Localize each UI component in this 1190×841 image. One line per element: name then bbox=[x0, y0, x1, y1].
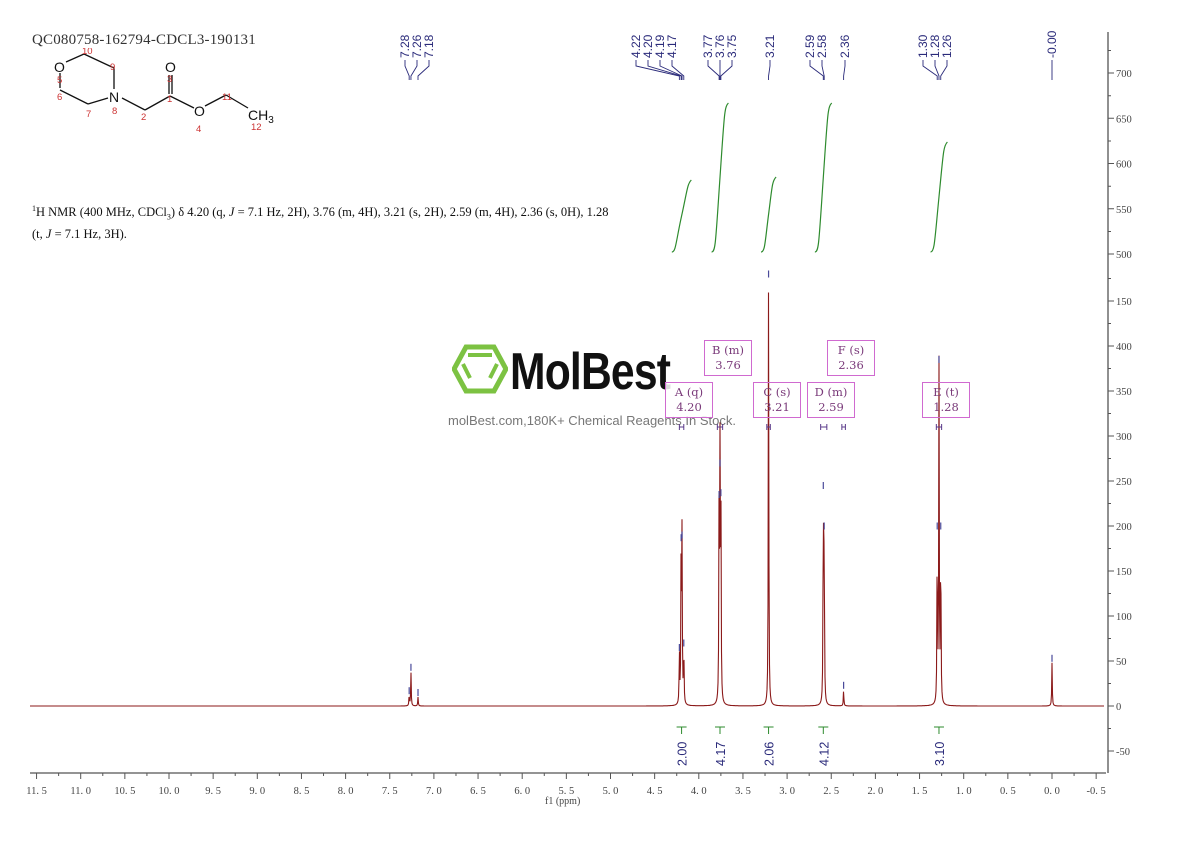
svg-text:10: 10 bbox=[82, 48, 93, 57]
svg-text:11. 0: 11. 0 bbox=[70, 786, 91, 797]
svg-text:1.28: 1.28 bbox=[928, 34, 942, 58]
multiplet-box-b: B (m) 3.76 bbox=[704, 340, 752, 376]
svg-text:4.19: 4.19 bbox=[653, 34, 667, 58]
svg-text:300: 300 bbox=[1116, 432, 1132, 443]
svg-text:4.12: 4.12 bbox=[817, 742, 831, 766]
atom-o5: O bbox=[54, 59, 65, 75]
svg-text:4.17: 4.17 bbox=[665, 34, 679, 58]
svg-text:3.21: 3.21 bbox=[763, 34, 777, 58]
svg-text:4.22: 4.22 bbox=[629, 34, 643, 58]
svg-text:7. 5: 7. 5 bbox=[382, 786, 398, 797]
svg-text:1. 0: 1. 0 bbox=[956, 786, 972, 797]
svg-text:2. 0: 2. 0 bbox=[868, 786, 884, 797]
multiplet-box-d: D (m) 2.59 bbox=[807, 382, 855, 418]
svg-text:2.36: 2.36 bbox=[838, 34, 852, 58]
multiplet-box-a: A (q) 4.20 bbox=[665, 382, 713, 418]
svg-text:6: 6 bbox=[57, 92, 62, 103]
molbest-logo-icon bbox=[452, 344, 508, 394]
svg-text:7.18: 7.18 bbox=[422, 34, 436, 58]
svg-text:-0. 5: -0. 5 bbox=[1087, 786, 1106, 797]
chemical-structure: O N O O CH3 10 9 5 6 7 8 2 3 1 4 11 12 bbox=[54, 48, 274, 135]
multiplet-box-c: C (s) 3.21 bbox=[753, 382, 801, 418]
svg-text:1: 1 bbox=[167, 94, 172, 105]
svg-text:650: 650 bbox=[1116, 114, 1132, 125]
svg-text:50: 50 bbox=[1116, 657, 1127, 668]
multiplet-box-e: E (t) 1.28 bbox=[922, 382, 970, 418]
svg-text:400: 400 bbox=[1116, 342, 1132, 353]
svg-text:5: 5 bbox=[57, 75, 62, 86]
svg-text:1.30: 1.30 bbox=[916, 34, 930, 58]
watermark-brand: MolBest bbox=[510, 343, 671, 401]
svg-text:3. 5: 3. 5 bbox=[735, 786, 751, 797]
svg-text:9. 0: 9. 0 bbox=[249, 786, 265, 797]
svg-text:7: 7 bbox=[86, 109, 91, 120]
svg-text:200: 200 bbox=[1116, 522, 1132, 533]
svg-text:9. 5: 9. 5 bbox=[205, 786, 221, 797]
svg-text:2.00: 2.00 bbox=[676, 742, 690, 766]
svg-text:0. 5: 0. 5 bbox=[1000, 786, 1016, 797]
svg-text:7. 0: 7. 0 bbox=[426, 786, 442, 797]
svg-text:250: 250 bbox=[1116, 477, 1132, 488]
multiplet-box-f: F (s) 2.36 bbox=[827, 340, 875, 376]
svg-text:1.26: 1.26 bbox=[940, 34, 954, 58]
svg-text:1. 5: 1. 5 bbox=[912, 786, 928, 797]
spectrum-trace bbox=[30, 292, 1104, 707]
svg-text:4. 0: 4. 0 bbox=[691, 786, 707, 797]
atom-ch3: CH3 bbox=[248, 107, 274, 126]
svg-text:4.20: 4.20 bbox=[641, 34, 655, 58]
svg-text:2. 5: 2. 5 bbox=[823, 786, 839, 797]
svg-text:5. 0: 5. 0 bbox=[603, 786, 619, 797]
sample-id-title: QC080758-162794-CDCL3-190131 bbox=[32, 32, 256, 48]
svg-text:11. 5: 11. 5 bbox=[26, 786, 47, 797]
svg-text:-50: -50 bbox=[1116, 747, 1130, 758]
svg-text:7.26: 7.26 bbox=[410, 34, 424, 58]
svg-text:100: 100 bbox=[1116, 612, 1132, 623]
svg-text:12: 12 bbox=[251, 122, 262, 133]
svg-text:3: 3 bbox=[167, 74, 172, 85]
atom-n8: N bbox=[109, 89, 119, 105]
svg-text:10. 0: 10. 0 bbox=[159, 786, 180, 797]
svg-text:150: 150 bbox=[1116, 297, 1132, 308]
svg-text:5. 5: 5. 5 bbox=[558, 786, 574, 797]
svg-text:6. 5: 6. 5 bbox=[470, 786, 486, 797]
svg-text:-0.00: -0.00 bbox=[1045, 30, 1059, 58]
nmr-description: 1H NMR (400 MHz, CDCl3) δ 4.20 (q, J = 7… bbox=[32, 204, 609, 241]
svg-text:2.06: 2.06 bbox=[763, 742, 777, 766]
svg-text:0: 0 bbox=[1116, 702, 1121, 713]
atom-o4: O bbox=[194, 103, 205, 119]
svg-text:10. 5: 10. 5 bbox=[114, 786, 135, 797]
svg-text:350: 350 bbox=[1116, 387, 1132, 398]
svg-text:500: 500 bbox=[1116, 250, 1132, 261]
svg-text:3.77: 3.77 bbox=[701, 34, 715, 58]
watermark-url: molBest.com,180K+ Chemical Reagents In S… bbox=[448, 413, 736, 428]
atom-o3: O bbox=[165, 59, 176, 75]
svg-text:3. 0: 3. 0 bbox=[779, 786, 795, 797]
svg-text:150: 150 bbox=[1116, 567, 1132, 578]
svg-text:4. 5: 4. 5 bbox=[647, 786, 663, 797]
svg-text:8. 5: 8. 5 bbox=[294, 786, 310, 797]
svg-text:2.58: 2.58 bbox=[815, 34, 829, 58]
svg-text:3.75: 3.75 bbox=[725, 34, 739, 58]
svg-text:7.28: 7.28 bbox=[398, 34, 412, 58]
svg-text:8. 0: 8. 0 bbox=[338, 786, 354, 797]
svg-text:4.17: 4.17 bbox=[714, 742, 728, 766]
svg-text:700: 700 bbox=[1116, 69, 1132, 80]
svg-text:3.76: 3.76 bbox=[713, 34, 727, 58]
svg-text:2.59: 2.59 bbox=[803, 34, 817, 58]
svg-text:550: 550 bbox=[1116, 205, 1132, 216]
svg-text:6. 0: 6. 0 bbox=[514, 786, 530, 797]
svg-text:9: 9 bbox=[110, 62, 115, 73]
x-axis-title: f1 (ppm) bbox=[545, 796, 581, 807]
svg-text:2: 2 bbox=[141, 112, 146, 123]
svg-text:3.10: 3.10 bbox=[933, 742, 947, 766]
svg-text:11: 11 bbox=[222, 92, 232, 103]
svg-text:600: 600 bbox=[1116, 160, 1132, 171]
svg-text:4: 4 bbox=[196, 124, 201, 135]
svg-text:0. 0: 0. 0 bbox=[1044, 786, 1060, 797]
svg-text:8: 8 bbox=[112, 106, 117, 117]
